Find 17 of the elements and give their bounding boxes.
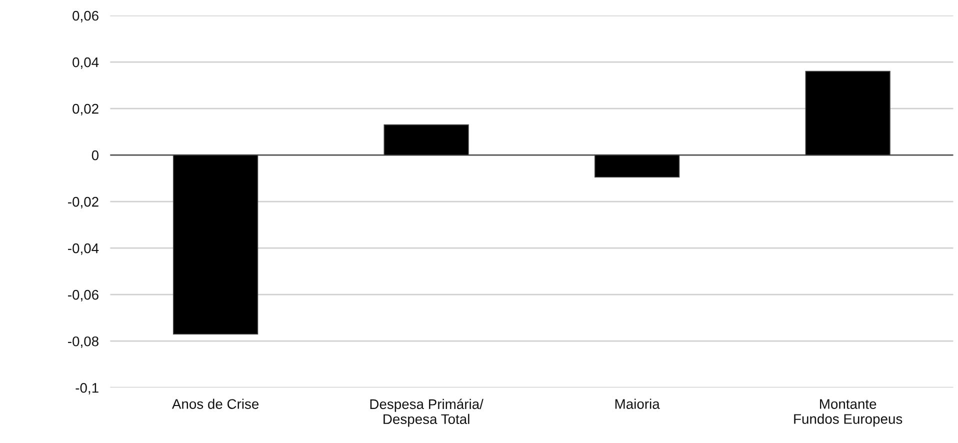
y-tick-label: -0,1: [76, 382, 98, 394]
x-tick-label: Maioria: [615, 398, 660, 409]
bar: [172, 154, 258, 335]
y-tick-label: 0,06: [72, 10, 98, 22]
y-tick-label: -0,06: [68, 290, 98, 302]
x-tick-label: Despesa Primária/ Despesa Total: [370, 398, 484, 427]
bar: [384, 124, 469, 156]
bar: [805, 70, 890, 156]
y-tick-label: 0,04: [72, 57, 99, 69]
bar: [594, 154, 680, 178]
y-tick-label: -0,02: [68, 196, 98, 208]
y-tick-label: -0,08: [68, 336, 98, 348]
y-tick-label: 0,02: [72, 104, 98, 116]
x-tick-label: Anos de Crise: [172, 398, 259, 409]
x-tick-label: Montante Fundos Europeus: [794, 399, 902, 427]
y-tick-label: -0,04: [68, 243, 99, 255]
y-tick-label: 0: [92, 150, 99, 160]
